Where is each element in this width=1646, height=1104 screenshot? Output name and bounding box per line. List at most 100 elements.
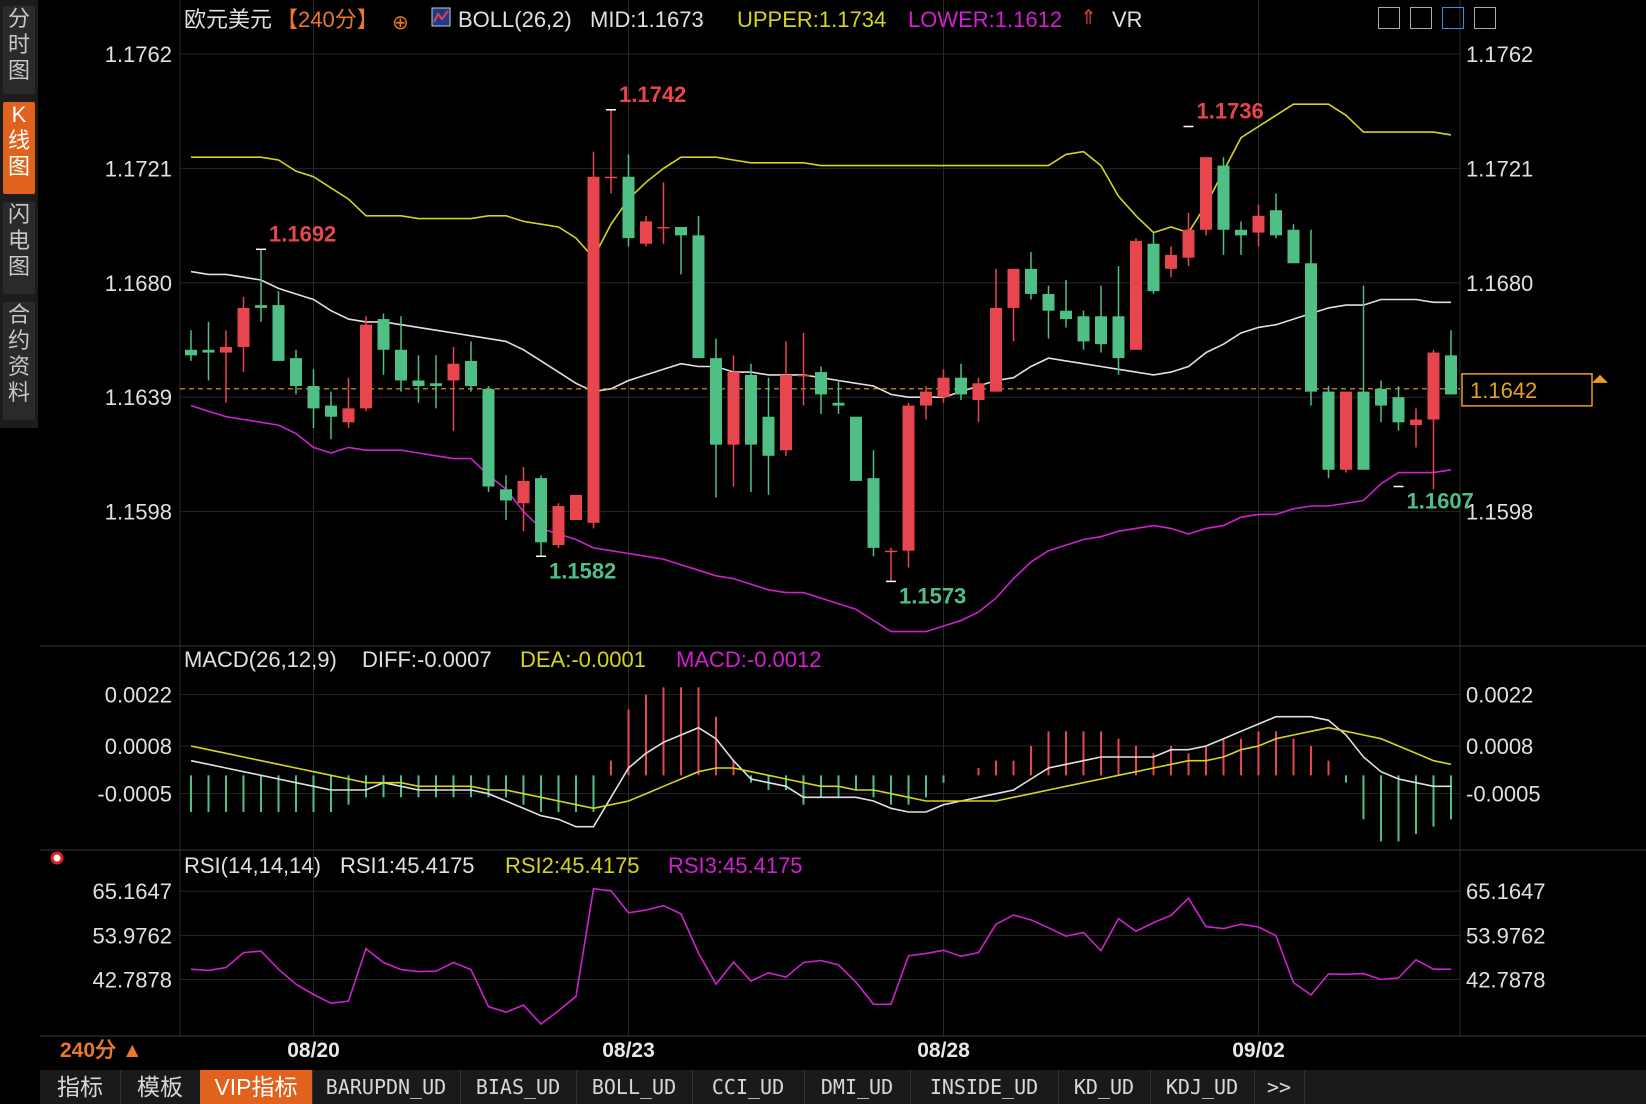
rsi-line [190,887,1451,1026]
candle-body [535,478,547,543]
tab-dmi[interactable]: DMI_UD [804,1070,911,1104]
y-tick-label-left: 53.9762 [92,923,172,948]
candle-body [272,305,285,361]
candle-body [1217,165,1230,230]
x-tick-label: 08/20 [287,1039,340,1062]
candle-body [937,377,950,398]
tab-indicator[interactable]: 指标 [40,1070,121,1104]
y-tick-label-right: 1.1721 [1466,156,1533,181]
candle-body [710,358,722,445]
candle-body [1095,316,1107,345]
sidebar-tab-time[interactable]: 分时图 [3,6,35,94]
candle-body [1007,268,1020,308]
sidebar-tab-kline[interactable]: K线图 [3,102,35,194]
candle-body [1182,229,1195,258]
period-label[interactable]: 【240分】 [276,7,379,32]
candle-body [465,360,477,387]
sidebar-tab-contract[interactable]: 合约资料 [3,302,35,420]
price-marker-icon [1592,374,1608,383]
tab-barupdn[interactable]: BARUPDN_UD [312,1070,461,1104]
indicator-icon-line [433,10,449,23]
boll-upper-line [191,103,1452,260]
sidebar-tab-flash[interactable]: 闪电图 [3,202,35,294]
candle-body [955,377,967,395]
candle-body [902,405,915,551]
candle-body [430,383,442,387]
candle-body [1287,229,1300,264]
tab-boll[interactable]: BOLL_UD [576,1070,693,1104]
y-tick-label-right: 53.9762 [1466,923,1546,948]
candle-body [1427,352,1440,420]
up-arrow-icon[interactable]: ⇑ [1080,7,1097,29]
tab-cci[interactable]: CCI_UD [692,1070,805,1104]
candle-body [727,372,740,445]
sun-icon[interactable] [50,851,64,865]
low-label: 1.1607 [1407,489,1474,514]
candle-body [1130,240,1142,350]
candle-body [692,235,705,359]
y-tick-label-left: -0.0005 [97,782,172,807]
low-label: 1.1573 [899,583,966,608]
candle-body [657,226,670,229]
exit-icon[interactable] [1474,7,1496,29]
target-icon[interactable]: ⊕ [392,12,409,34]
y-tick-label-left: 1.1762 [105,42,172,67]
y-tick-label-left: 1.1598 [105,500,172,525]
current-price-box [1461,373,1593,407]
candle-body [552,506,565,546]
chart-icon[interactable] [1410,7,1432,29]
y-tick-label-right: 0.0022 [1466,683,1533,708]
candle-body [1445,355,1457,395]
candle-body [377,319,390,350]
candle-body [500,489,512,501]
candle-body [797,374,810,377]
tab-inside[interactable]: INSIDE_UD [910,1070,1059,1104]
candle-body [220,346,232,353]
candle-body [780,374,792,451]
boll-mid: MID:1.1673 [590,7,704,32]
candle-body [867,478,880,548]
tab-vip-indicator[interactable]: VIP指标 [200,1070,313,1104]
y-tick-label-right: 0.0008 [1466,734,1533,759]
instrument-title: 欧元美元 [184,7,272,32]
y-tick-label-left: 1.1639 [105,385,172,410]
candle-body [1252,215,1265,233]
candle-body [1042,293,1055,311]
candle-body [920,391,932,406]
y-tick-label-right: 65.1647 [1466,879,1546,904]
macd-dea: DEA:-0.0001 [520,647,646,672]
candle-body [1025,268,1037,294]
candle-body [1322,391,1335,470]
candle-body [255,305,267,308]
y-tick-label-right: -0.0005 [1466,782,1541,807]
candle-body [1357,391,1370,470]
tab-more[interactable]: >> [1254,1070,1305,1104]
candle-body [990,307,1002,392]
candle-body [325,405,337,417]
macd-diff-line [190,715,1451,828]
candle-body [307,386,320,409]
grid-icon[interactable] [1378,7,1400,29]
tab-kdj[interactable]: KDJ_UD [1150,1070,1255,1104]
period-selector[interactable]: 240分 ▲ [60,1039,143,1062]
boll-upper: UPPER:1.1734 [737,7,886,32]
boll-lower-line [190,404,1452,633]
cursor-icon[interactable] [1442,7,1464,29]
tab-template[interactable]: 模板 [120,1070,201,1104]
y-tick-label-left: 42.7878 [92,968,172,993]
candle-body [237,307,250,347]
high-label: 1.1742 [619,82,686,107]
boll-label: BOLL(26,2) [458,7,572,32]
vr-label[interactable]: VR [1112,7,1143,32]
tab-bias[interactable]: BIAS_UD [460,1070,577,1104]
candle-body [885,550,897,553]
y-tick-label-left: 65.1647 [92,879,172,904]
candle-body [1112,316,1125,359]
candle-body [342,408,355,423]
candle-body [1375,388,1387,406]
candle-body [1340,391,1352,470]
tab-kd[interactable]: KD_UD [1058,1070,1151,1104]
macd-dea-line [190,726,1452,810]
macd-label: MACD(26,12,9) [184,647,337,672]
